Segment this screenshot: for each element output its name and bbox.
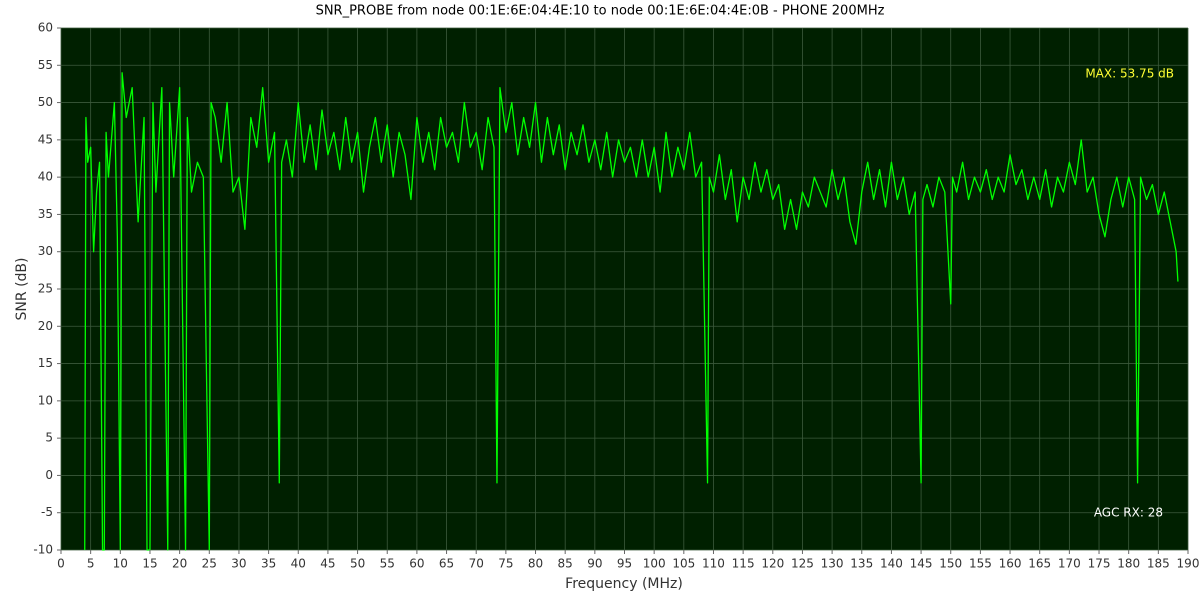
y-tick-label: 30	[38, 244, 53, 258]
x-tick-label: 110	[702, 557, 725, 571]
x-tick-label: 15	[142, 557, 157, 571]
y-tick-label: 0	[45, 468, 53, 482]
x-tick-label: 70	[469, 557, 484, 571]
x-tick-label: 105	[672, 557, 695, 571]
y-tick-label: 40	[38, 170, 53, 184]
y-tick-label: 35	[38, 207, 53, 221]
x-tick-label: 125	[791, 557, 814, 571]
x-tick-label: 150	[939, 557, 962, 571]
x-tick-label: 20	[172, 557, 187, 571]
chart-title: SNR_PROBE from node 00:1E:6E:04:4E:10 to…	[316, 4, 885, 19]
x-tick-label: 30	[231, 557, 246, 571]
series	[84, 72, 1179, 551]
x-tick-label: 140	[880, 557, 903, 571]
x-tick-label: 90	[587, 557, 602, 571]
x-tick-label: 35	[261, 557, 276, 571]
max-annotation: MAX: 53.75 dB	[1085, 67, 1174, 81]
x-tick-label: 5	[87, 557, 95, 571]
x-tick-label: 80	[528, 557, 543, 571]
x-tick-label: 45	[320, 557, 335, 571]
y-tick-label: 55	[38, 58, 53, 72]
x-tick-label: 165	[1028, 557, 1051, 571]
y-tick-label: 50	[38, 95, 53, 109]
agc-annotation: AGC RX: 28	[1094, 506, 1163, 520]
x-tick-label: 135	[850, 557, 873, 571]
x-tick-label: 25	[202, 557, 217, 571]
grid	[60, 27, 1189, 551]
x-tick-label: 175	[1088, 557, 1111, 571]
y-tick-label: 5	[45, 431, 53, 445]
x-tick-label: 0	[57, 557, 65, 571]
x-tick-label: 160	[999, 557, 1022, 571]
x-tick-label: 130	[821, 557, 844, 571]
x-tick-label: 190	[1177, 557, 1200, 571]
y-tick-label: -10	[33, 543, 53, 557]
y-tick-label: -5	[41, 505, 53, 519]
x-tick-label: 120	[761, 557, 784, 571]
y-tick-label: 10	[38, 393, 53, 407]
x-tick-label: 185	[1147, 557, 1170, 571]
y-tick-label: 20	[38, 319, 53, 333]
x-axis-label: Frequency (MHz)	[565, 576, 683, 592]
x-tick-label: 115	[732, 557, 755, 571]
x-tick-label: 10	[113, 557, 128, 571]
y-tick-label: 45	[38, 132, 53, 146]
x-tick-label: 65	[439, 557, 454, 571]
x-tick-label: 55	[380, 557, 395, 571]
snr-line	[84, 72, 1179, 551]
x-tick-label: 40	[291, 557, 306, 571]
x-tick-label: 60	[409, 557, 424, 571]
x-tick-label: 180	[1117, 557, 1140, 571]
y-tick-label: 25	[38, 282, 53, 296]
x-tick-label: 50	[350, 557, 365, 571]
x-tick-label: 170	[1058, 557, 1081, 571]
x-tick-label: 85	[558, 557, 573, 571]
x-tick-label: 145	[910, 557, 933, 571]
x-tick-label: 75	[498, 557, 513, 571]
x-tick-label: 95	[617, 557, 632, 571]
y-tick-label: 60	[38, 21, 53, 35]
y-axis-label: SNR (dB)	[14, 258, 30, 321]
y-tick-label: 15	[38, 356, 53, 370]
x-tick-label: 100	[643, 557, 666, 571]
x-tick-label: 155	[969, 557, 992, 571]
